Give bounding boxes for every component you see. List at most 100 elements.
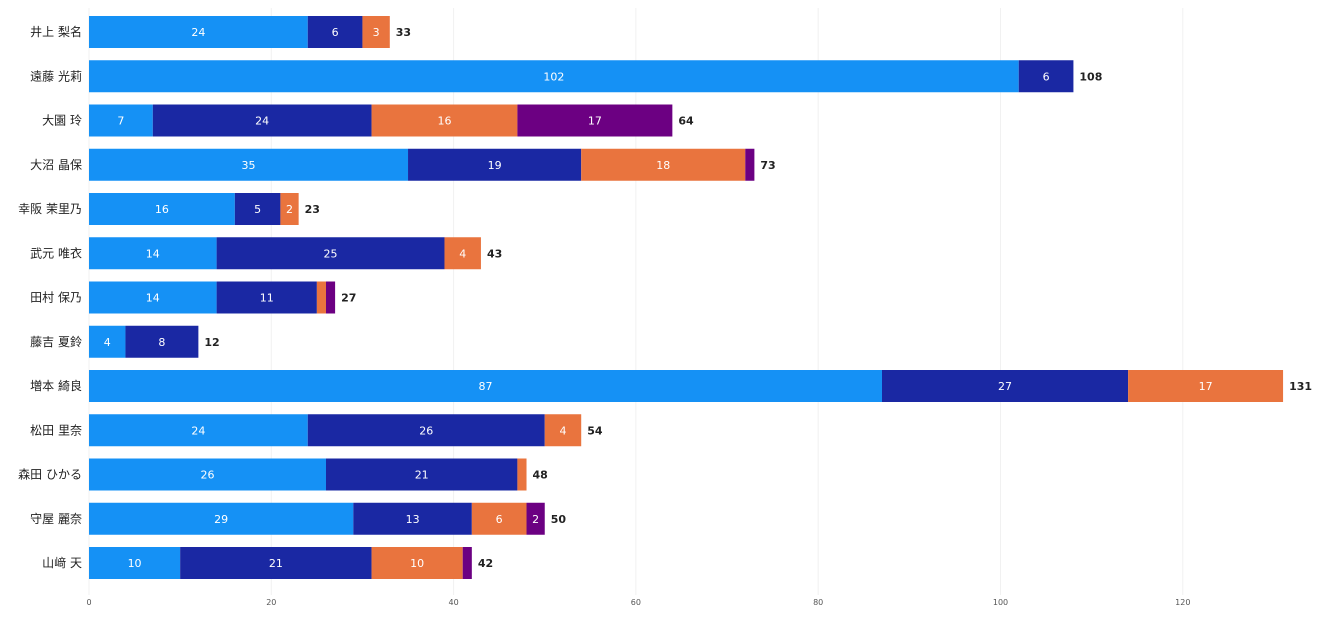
segment-value-label: 87	[479, 380, 493, 393]
bar-segment	[471, 502, 527, 535]
segment-value-label: 3	[373, 26, 380, 39]
category-label: 田村 保乃	[30, 291, 82, 305]
segment-value-label: 26	[419, 424, 433, 437]
segment-value-label: 26	[200, 469, 214, 482]
segment-value-label: 10	[410, 557, 424, 570]
total-value-label: 23	[305, 203, 320, 216]
segment-value-label: 16	[155, 203, 169, 216]
bar-segment	[89, 281, 217, 314]
segment-value-label: 6	[332, 26, 339, 39]
bar-segment	[371, 547, 463, 579]
segment-value-label: 17	[1199, 380, 1213, 393]
bar-segment	[89, 60, 1019, 93]
bar-segment	[216, 281, 317, 314]
bar-segment	[89, 502, 354, 535]
x-tick-label: 120	[1175, 598, 1190, 607]
bar-segment	[89, 237, 217, 270]
bar-segment	[89, 325, 126, 358]
segment-value-label: 5	[254, 203, 261, 216]
total-value-label: 73	[760, 159, 775, 172]
bar-segment	[180, 547, 372, 579]
segment-value-label: 10	[128, 557, 142, 570]
bar-segment	[89, 414, 308, 447]
bar-segment	[280, 193, 299, 225]
category-label: 守屋 麗奈	[30, 512, 82, 526]
x-axis-ticks: 0 20 40 60 80 100 120	[86, 598, 1190, 607]
total-value-label: 54	[587, 424, 603, 437]
total-value-label: 131	[1289, 380, 1312, 393]
segment-value-label: 6	[496, 513, 503, 526]
bar-segment	[1128, 370, 1284, 402]
category-label: 藤吉 夏鈴	[30, 334, 82, 349]
bar-segment	[526, 502, 545, 535]
x-tick-label: 40	[449, 598, 459, 607]
bar-segment	[517, 458, 527, 491]
bar-segment	[89, 148, 409, 181]
bar-segment	[89, 370, 883, 402]
category-label: 山﨑 天	[42, 555, 82, 570]
segment-value-label: 21	[415, 469, 429, 482]
bar-segment	[353, 502, 472, 535]
bar-segment	[234, 193, 281, 225]
bar-segment	[444, 237, 481, 270]
segment-value-label: 8	[158, 336, 165, 349]
segment-value-label: 35	[242, 159, 256, 172]
total-value-label: 33	[396, 26, 411, 39]
bar-segment	[517, 104, 673, 137]
segment-value-label: 16	[437, 115, 451, 128]
total-value-label: 50	[551, 513, 567, 526]
segment-value-label: 25	[324, 247, 338, 260]
segment-value-label: 7	[117, 115, 124, 128]
bar-segment	[462, 547, 472, 579]
segment-value-label: 19	[488, 159, 502, 172]
x-tick-label: 20	[266, 598, 276, 607]
segment-value-label: 29	[214, 513, 228, 526]
total-value-label: 12	[204, 336, 219, 349]
segment-value-label: 13	[406, 513, 420, 526]
category-label: 松田 里奈	[30, 423, 82, 437]
bar-segment	[544, 414, 582, 447]
bar-segment	[216, 237, 445, 270]
bar-segment	[152, 104, 372, 137]
x-tick-label: 60	[631, 598, 641, 607]
bar-segment	[307, 16, 363, 48]
bar-segment	[307, 414, 545, 447]
segment-value-label: 2	[286, 203, 293, 216]
bar-segment	[325, 458, 518, 491]
category-label: 増本 綺良	[30, 378, 82, 393]
bar-segment	[882, 370, 1129, 402]
total-value-label: 48	[533, 469, 548, 482]
segment-value-label: 24	[191, 26, 205, 39]
x-tick-label: 100	[993, 598, 1008, 607]
category-label: 大沼 晶保	[30, 158, 82, 172]
segment-value-label: 4	[459, 247, 466, 260]
total-value-label: 27	[341, 292, 356, 305]
segment-value-label: 24	[191, 424, 205, 437]
category-label: 遠藤 光莉	[30, 69, 82, 83]
segment-value-label: 2	[532, 513, 539, 526]
segment-value-label: 14	[146, 247, 160, 260]
category-label: 大園 玲	[42, 114, 82, 128]
bar-segment	[125, 325, 199, 358]
category-label: 武元 唯衣	[30, 245, 82, 260]
segment-value-label: 102	[543, 70, 564, 83]
total-value-label: 42	[478, 557, 493, 570]
category-label: 井上 梨名	[30, 24, 82, 39]
total-value-label: 108	[1079, 70, 1102, 83]
segment-value-label: 21	[269, 557, 283, 570]
segment-value-label: 17	[588, 115, 602, 128]
bar-segment	[325, 281, 336, 314]
segment-value-label: 18	[656, 159, 670, 172]
total-value-label: 43	[487, 247, 502, 260]
x-tick-label: 80	[813, 598, 823, 607]
bar-segment	[89, 547, 181, 579]
total-value-label: 64	[678, 115, 694, 128]
bar-segment	[89, 104, 153, 137]
category-label: 幸阪 茉里乃	[18, 202, 82, 216]
segment-value-label: 6	[1043, 70, 1050, 83]
segment-value-label: 27	[998, 380, 1012, 393]
bar-segment	[371, 104, 518, 137]
bar-segment	[408, 148, 582, 181]
segment-value-label: 11	[260, 292, 274, 305]
